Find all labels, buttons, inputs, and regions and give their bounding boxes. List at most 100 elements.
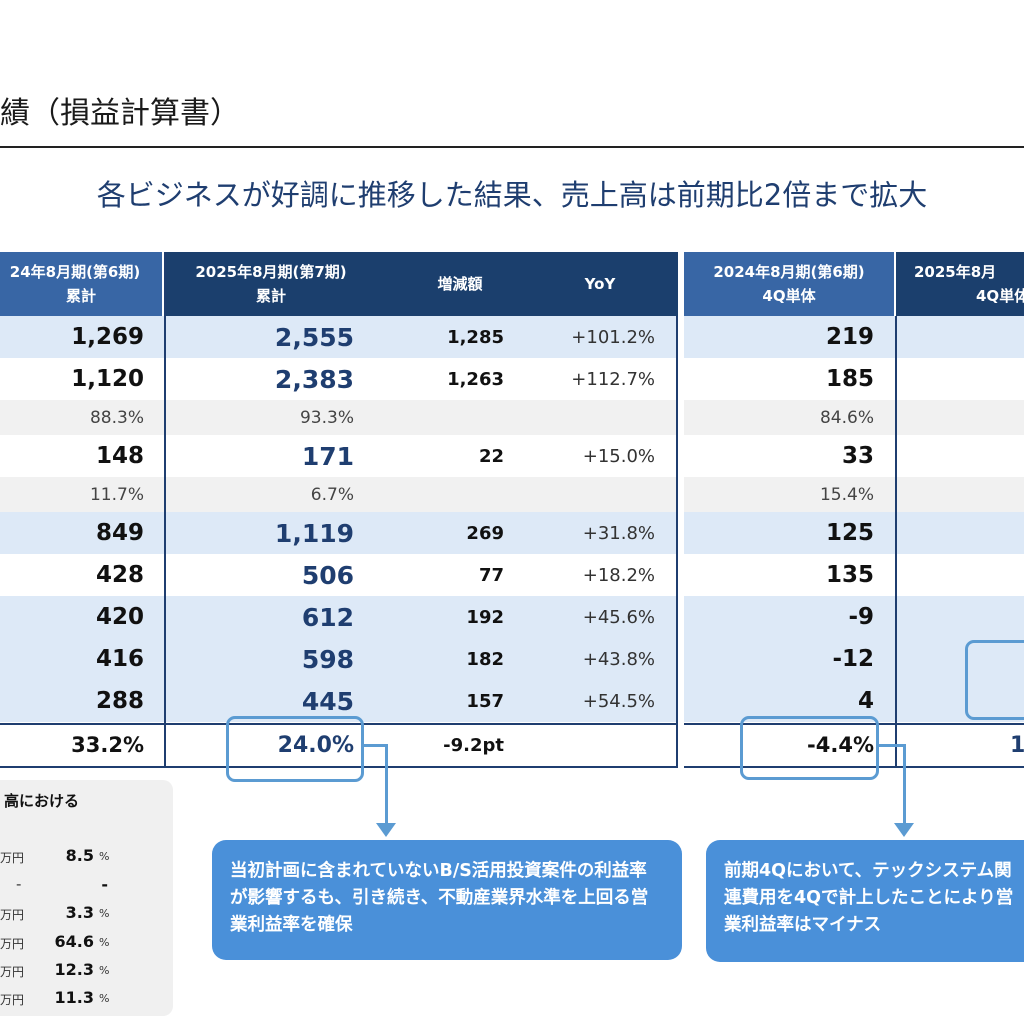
table-row-4q: 185 <box>684 358 1024 400</box>
table-row: 416 598 182 +43.8% <box>0 638 678 680</box>
cell-diff: 1,263 <box>447 368 504 390</box>
cell-prev-cumulative: 1,120 <box>71 366 144 392</box>
cell-prev-4q: 185 <box>825 366 874 392</box>
cell-diff: 77 <box>478 564 504 586</box>
cell-curr-4q: 1 <box>1010 732 1024 758</box>
table-row: 849 1,119 269 +31.8% <box>0 512 678 554</box>
total-row-top-border-4q <box>684 723 1024 725</box>
arrow-left-head <box>376 823 396 837</box>
header-prev-cumulative-line2: 累計 <box>65 287 96 305</box>
page-title: 績（損益計算書） <box>0 96 240 131</box>
table-row: 420 612 192 +45.6% <box>0 596 678 638</box>
cell-yoy: +43.8% <box>582 648 655 670</box>
curr-cumulative-right-border <box>676 316 678 768</box>
header-prev-cumulative-line1: 24年8月期(第6期) <box>9 263 141 281</box>
table-row: 1,120 2,383 1,263 +112.7% <box>0 358 678 400</box>
header-curr-cumulative-line2: 累計 <box>255 287 286 305</box>
header-prev-cumulative: 24年8月期(第6期) 累計 <box>0 252 162 316</box>
header-curr-4q-line2: 4Q単体 <box>976 287 1024 305</box>
highlight-4q-current-partial <box>965 640 1024 720</box>
header-diff-label: 増減額 <box>437 275 483 293</box>
cell-yoy: +31.8% <box>582 522 655 544</box>
side-item-value: 64.6 <box>54 932 94 951</box>
cell-diff: 22 <box>478 445 504 467</box>
side-item-unit: 万円 <box>0 937 25 951</box>
cell-diff: 269 <box>466 522 504 544</box>
cell-curr-cumulative: 1,119 <box>274 518 354 548</box>
table-row-4q: 15.4% <box>684 477 1024 512</box>
arrow-left-vertical <box>385 744 388 824</box>
callout-cumulative-margin: 当初計画に含まれていないB/S活用投資案件の利益率が影響するも、引き続き、不動産… <box>212 840 682 960</box>
side-item-unit: 万円 <box>0 908 25 922</box>
curr-cumulative-left-border <box>164 252 166 768</box>
callout-4q-margin: 前期4Qにおいて、テックシステム関連費用を4Qで計上したことにより営業利益率はマ… <box>706 840 1024 962</box>
cell-prev-4q: -9 <box>848 604 874 630</box>
header-diff: 増減額 <box>400 252 520 316</box>
side-item-percent-sign: % <box>99 907 110 920</box>
table-row: 428 506 77 +18.2% <box>0 554 678 596</box>
cell-curr-cumulative: 6.7% <box>310 484 354 505</box>
cell-curr-cumulative: 598 <box>301 644 354 674</box>
cell-prev-cumulative: 420 <box>95 604 144 630</box>
header-curr-cumulative-line1: 2025年8月期(第7期) <box>195 263 347 281</box>
arrow-right-horizontal <box>877 744 906 747</box>
cell-curr-cumulative: 506 <box>301 560 354 590</box>
cell-prev-cumulative: 849 <box>95 520 144 546</box>
cell-diff: 1,285 <box>447 326 504 348</box>
cell-curr-cumulative: 2,383 <box>274 364 354 394</box>
header-yoy: YoY <box>540 252 660 316</box>
page-subtitle: 各ビジネスが好調に推移した結果、売上高は前期比2倍まで拡大 <box>96 178 928 212</box>
curr-4q-left-border <box>895 316 897 768</box>
side-item-value: - <box>101 875 108 894</box>
cell-prev-4q: 219 <box>825 324 874 350</box>
arrow-left-horizontal <box>362 744 388 747</box>
cell-diff: 182 <box>466 648 504 670</box>
header-prev-4q-line2: 4Q単体 <box>762 287 816 305</box>
arrow-right-vertical <box>903 744 906 824</box>
total-row-top-border <box>0 723 678 725</box>
side-item-value: 11.3 <box>54 988 94 1007</box>
header-yoy-label: YoY <box>584 275 616 293</box>
side-item-percent-sign: % <box>99 992 110 1005</box>
table-row: 148 171 22 +15.0% <box>0 435 678 477</box>
table-row: 11.7% 6.7% <box>0 477 678 512</box>
table-row: 1,269 2,555 1,285 +101.2% <box>0 316 678 358</box>
table-row: 88.3% 93.3% <box>0 400 678 435</box>
cell-prev-cumulative: 33.2% <box>71 733 144 757</box>
side-breakdown-box <box>0 780 173 1016</box>
cell-yoy: +45.6% <box>582 606 655 628</box>
cell-prev-cumulative: 428 <box>95 562 144 588</box>
cell-prev-cumulative: 88.3% <box>89 407 144 428</box>
table-row-4q: 84.6% <box>684 400 1024 435</box>
cell-yoy: +101.2% <box>571 326 655 348</box>
cell-prev-cumulative: 416 <box>95 646 144 672</box>
cell-prev-4q: 15.4% <box>819 484 874 505</box>
cell-curr-cumulative: 93.3% <box>299 407 354 428</box>
cell-prev-cumulative: 11.7% <box>89 484 144 505</box>
header-prev-4q: 2024年8月期(第6期) 4Q単体 <box>684 252 894 316</box>
header-curr-4q-line1: 2025年8月 <box>914 263 997 281</box>
header-curr-cumulative-label: 2025年8月期(第7期) 累計 <box>166 252 376 316</box>
header-curr-4q: 2025年8月 4Q単体 <box>896 252 1024 316</box>
cell-yoy: +54.5% <box>582 690 655 712</box>
header-curr-cumulative <box>166 252 678 316</box>
title-divider <box>0 146 1024 148</box>
total-row-bottom-border-4q <box>684 766 1024 768</box>
side-item-unit: - <box>16 875 22 893</box>
cell-yoy: +18.2% <box>582 564 655 586</box>
table-row-4q: 33 <box>684 435 1024 477</box>
cell-yoy: +15.0% <box>582 445 655 467</box>
cell-prev-4q: -12 <box>832 646 874 672</box>
cell-prev-4q: 33 <box>841 443 874 469</box>
side-item-unit: 万円 <box>0 851 25 865</box>
table-row-4q: 135 <box>684 554 1024 596</box>
cell-curr-cumulative: 445 <box>301 686 354 716</box>
cell-prev-4q: -4.4% <box>807 733 874 757</box>
table-row-4q: -9 <box>684 596 1024 638</box>
cell-curr-cumulative: 612 <box>301 602 354 632</box>
cell-diff: -9.2pt <box>443 734 504 756</box>
cell-yoy: +112.7% <box>571 368 655 390</box>
cell-prev-cumulative: 1,269 <box>71 324 144 350</box>
side-item-unit: 万円 <box>0 993 25 1007</box>
side-item-percent-sign: % <box>99 850 110 863</box>
